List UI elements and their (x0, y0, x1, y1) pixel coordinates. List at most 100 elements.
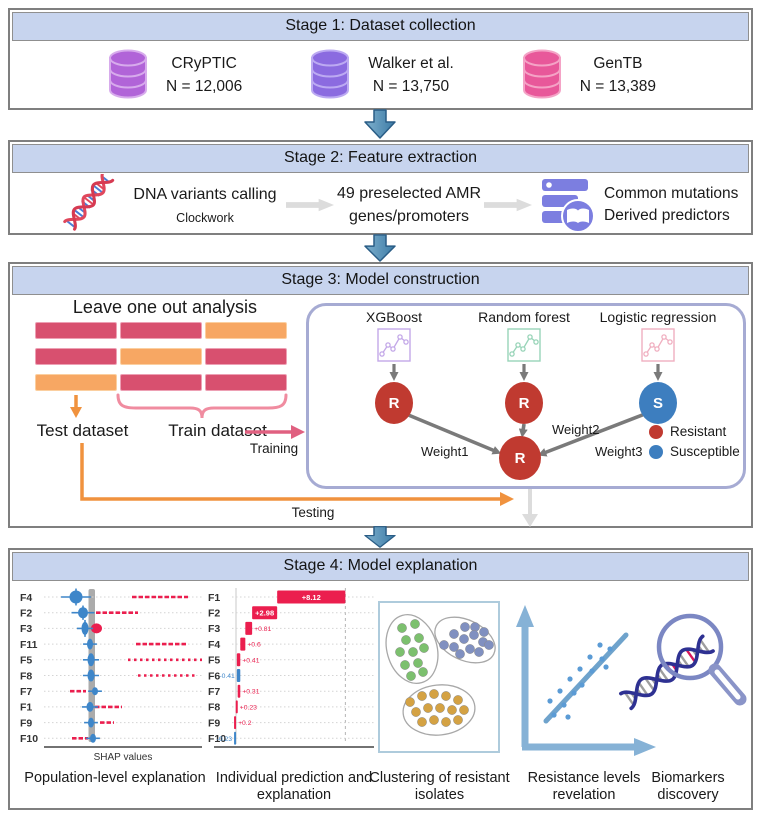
flow-arrow-down-icon (364, 109, 396, 139)
stage4-box: Stage 4: Model explanation F4 F2 F3 F11 F5 F8… (8, 548, 753, 810)
model-chart-icon (507, 328, 541, 362)
stage1-box: Stage 1: Dataset collection CRyPTIC N = 1… (8, 8, 753, 110)
waterfall-value: +8.12 (302, 593, 321, 602)
dataset-count: N = 13,389 (579, 78, 657, 95)
feature-label: F2 (20, 608, 32, 620)
loo-row (35, 374, 287, 391)
stage3-header: Stage 3: Model construction (12, 266, 749, 295)
stage2-step3: Common mutations Derived predictors (604, 183, 738, 228)
caption-population-level: Population-level explanation (24, 770, 206, 786)
loo-row (35, 322, 287, 339)
waterfall-bar (245, 621, 253, 635)
flow-arrow-down-icon (364, 526, 396, 548)
dna-magnifier-icon (619, 613, 747, 711)
dataset-item: Walker et al. N = 13,750 (307, 48, 454, 102)
model-output-circle: R (375, 382, 413, 424)
waterfall-value: +0.23 (240, 704, 257, 711)
waterfall-bar (235, 700, 238, 714)
step-arrow-icon (286, 198, 334, 212)
stage1-datasets-row: CRyPTIC N = 12,006 Walker et al. N = 13,750… (10, 43, 751, 107)
stage4-title: Stage 4: Model explanation (283, 557, 478, 574)
loo-segment (35, 374, 117, 391)
feature-label: F10 (20, 733, 38, 745)
ensemble-arrows (389, 364, 663, 457)
legend-row: Resistant (649, 424, 740, 439)
dataset-name: GenTB (593, 54, 643, 72)
shap-waterfall-plot: F1 +8.12 F2 +2.98 F3 +0.81 F4 +0.6 F5 +0.41 F6 -0.4… (208, 588, 374, 748)
loo-segment (35, 322, 117, 339)
feature-label: F1 (208, 592, 220, 604)
feature-label: F8 (20, 670, 32, 682)
legend-dot (649, 444, 663, 459)
ensemble-inner: XGBoost R Random forest R Logistic regressio… (309, 306, 743, 486)
feature-label: F4 (20, 592, 32, 604)
ensemble-box: XGBoost R Random forest R Logistic regressio… (306, 303, 746, 489)
weight-label: Weight1 (421, 444, 469, 459)
feature-label: F6 (208, 670, 220, 682)
feature-label: F11 (20, 639, 38, 651)
common-mutations-label: Common mutations (604, 184, 739, 202)
caption-resistance-levels: Resistance levels revelation (527, 770, 641, 804)
training-arrow-icon (245, 425, 305, 439)
train-dataset-label: Train dataset (168, 421, 267, 440)
loo-segment (205, 322, 287, 339)
feature-label: F3 (208, 623, 220, 635)
dna-helix-icon (63, 174, 115, 231)
stage1-title: Stage 1: Dataset collection (285, 17, 476, 34)
preselected-amr-line1: 49 preselected AMR (336, 184, 482, 202)
stage2-step2: 49 preselected AMR genes/promoters (336, 185, 482, 226)
test-dataset-label: Test dataset (36, 421, 129, 440)
loo-segment (120, 374, 202, 391)
leave-one-out-grid (35, 322, 287, 400)
stage1-header: Stage 1: Dataset collection (12, 12, 749, 41)
dataset-text: GenTB N = 13,389 (580, 52, 656, 99)
stage4-body: F4 F2 F3 F11 F5 F8 F7 F1 F9 F10 SHAP values F1 +8.1… (10, 583, 751, 810)
stage2-step1: DNA variants calling Clockwork (124, 186, 286, 225)
regression-plot-icon (516, 605, 656, 756)
loo-row (35, 348, 287, 365)
stage4-header: Stage 4: Model explanation (12, 552, 749, 581)
feature-label: F2 (208, 608, 220, 620)
dataset-count: N = 12,006 (165, 78, 243, 95)
stage3-body: Leave one out analysis Test dataset Trai… (10, 297, 751, 528)
waterfall-bar (234, 731, 237, 745)
feature-label: F8 (208, 702, 220, 714)
dataset-item: CRyPTIC N = 12,006 (105, 48, 242, 102)
model-label: Random forest (478, 309, 570, 325)
preselected-amr-line2: genes/promoters (348, 207, 470, 225)
feature-label: F1 (20, 702, 32, 714)
feature-label: F7 (20, 686, 32, 698)
caption-biomarkers: Biomarkers discovery (651, 770, 725, 804)
shap-beeswarm-plot: F4 F2 F3 F11 F5 F8 F7 F1 F9 F10 SHAP values (20, 588, 202, 763)
model-chart-icon (377, 328, 411, 362)
database-icon (108, 49, 147, 99)
waterfall-value: -0.41 (219, 673, 235, 680)
dataset-text: Walker et al. N = 13,750 (368, 52, 454, 99)
waterfall-value: +0.41 (242, 657, 259, 664)
waterfall-bar (252, 606, 278, 620)
flow-arrow-down-icon (364, 234, 396, 262)
ensemble-legend: Resistant Susceptible (649, 424, 740, 464)
model-label: Logistic regression (599, 309, 717, 325)
waterfall-bar (236, 653, 241, 667)
feature-label: F9 (208, 717, 220, 729)
waterfall-bar (237, 684, 241, 698)
model-label: XGBoost (365, 309, 423, 325)
waterfall-value: -0.23 (217, 736, 233, 743)
waterfall-bar (277, 590, 346, 604)
waterfall-value: +0.81 (254, 626, 271, 633)
stage2-box: Stage 2: Feature extraction (8, 140, 753, 235)
waterfall-bar (234, 716, 237, 730)
feature-label: F4 (208, 639, 220, 651)
leave-one-out-title: Leave one out analysis (72, 297, 258, 317)
weight-label: Weight2 (552, 422, 600, 437)
ensemble-output-circle: R (499, 436, 541, 480)
model-output-circle: S (639, 382, 677, 424)
model-chart-icon (641, 328, 675, 362)
dataset-name: CRyPTIC (171, 54, 237, 72)
legend-label: Susceptible (670, 444, 740, 459)
loo-segment (35, 348, 117, 365)
database-icon (311, 49, 350, 99)
waterfall-value: +0.2 (238, 720, 252, 727)
